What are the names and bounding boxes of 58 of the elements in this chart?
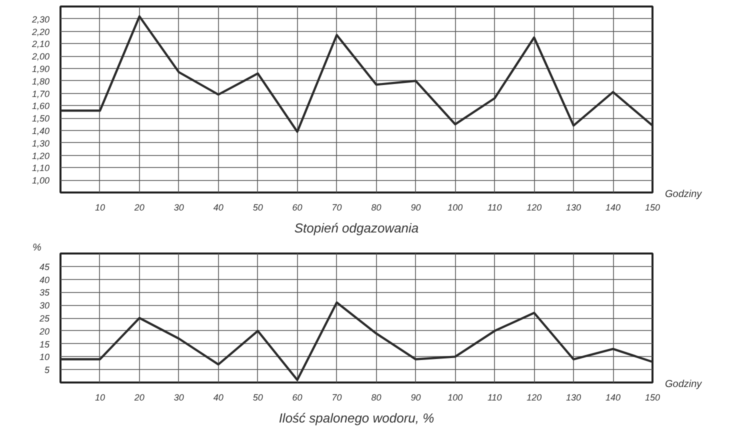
x-tick-label: 40 — [213, 202, 224, 212]
y-tick-label: 1,40 — [32, 126, 50, 136]
text: Stopień odgazowania — [294, 220, 419, 236]
y-tick-label: 1,70 — [32, 88, 50, 99]
y-tick-label: 15 — [39, 339, 50, 350]
x-tick-label: 140 — [606, 392, 621, 402]
y-tick-label: 10 — [39, 352, 50, 362]
x-tick-label: 10 — [94, 392, 105, 402]
y-tick-label: 2,30 — [30, 14, 50, 24]
y-tick-label: 5 — [44, 365, 50, 376]
x-tick-label: 100 — [448, 392, 463, 402]
x-tick-label: 100 — [448, 202, 463, 212]
x-tick-label: 110 — [487, 202, 502, 212]
y-tick-label: 1,10 — [32, 163, 50, 174]
x-tick-label: 130 — [566, 392, 582, 402]
x-tick-label: 90 — [410, 392, 421, 402]
y-tick-label: 2,00 — [30, 52, 50, 62]
y-tick-label: 20 — [38, 326, 50, 336]
y-tick-label: 1,90 — [32, 64, 50, 74]
x-tick-label: 130 — [566, 202, 582, 212]
y-axis-title: % — [32, 242, 42, 254]
x-tick-label: 70 — [332, 202, 342, 212]
x-tick-label: 120 — [526, 202, 542, 212]
y-tick-label: 1,50 — [32, 114, 50, 124]
x-tick-label: 30 — [174, 392, 184, 402]
x-tick-label: 110 — [487, 392, 502, 402]
x-tick-label: 140 — [606, 202, 621, 212]
y-tick-label: 1,30 — [32, 138, 50, 148]
y-tick-label: 2,10 — [30, 39, 50, 50]
y-tick-label: 25 — [38, 314, 50, 324]
y-tick-label: 30 — [39, 300, 50, 311]
x-tick-label: 90 — [410, 202, 421, 212]
x-tick-label: 10 — [94, 202, 105, 212]
x-tick-label: 40 — [213, 392, 224, 402]
y-tick-label: 40 — [39, 274, 50, 285]
x-tick-label: 70 — [332, 392, 342, 402]
y-tick-label: 2,20 — [30, 26, 50, 37]
y-tick-label: 45 — [39, 262, 50, 272]
x-tick-label: 150 — [644, 392, 660, 402]
y-tick-label: 1,80 — [32, 76, 50, 86]
x-tick-label: 120 — [526, 392, 542, 402]
x-tick-label: 150 — [644, 202, 660, 212]
y-tick-label: 1,20 — [32, 150, 50, 161]
y-tick-label: 1,60 — [32, 101, 50, 112]
x-tick-label: 50 — [252, 202, 263, 212]
x-tick-label: 20 — [133, 392, 144, 402]
x-tick-label: 20 — [133, 202, 144, 212]
x-tick-label: 60 — [292, 392, 302, 402]
x-tick-label: 30 — [174, 202, 184, 212]
x-axis-title: Godziny — [665, 188, 702, 202]
x-tick-label: 50 — [252, 392, 263, 402]
x-tick-label: 60 — [292, 202, 302, 212]
y-tick-label: 1,00 — [32, 176, 50, 186]
x-tick-label: 80 — [371, 392, 382, 402]
x-tick-label: 80 — [371, 202, 382, 212]
y-tick-label: 35 — [39, 288, 50, 298]
text: Ilość spalonego wodoru, % — [278, 410, 434, 426]
x-axis-title: Godziny — [665, 378, 702, 392]
